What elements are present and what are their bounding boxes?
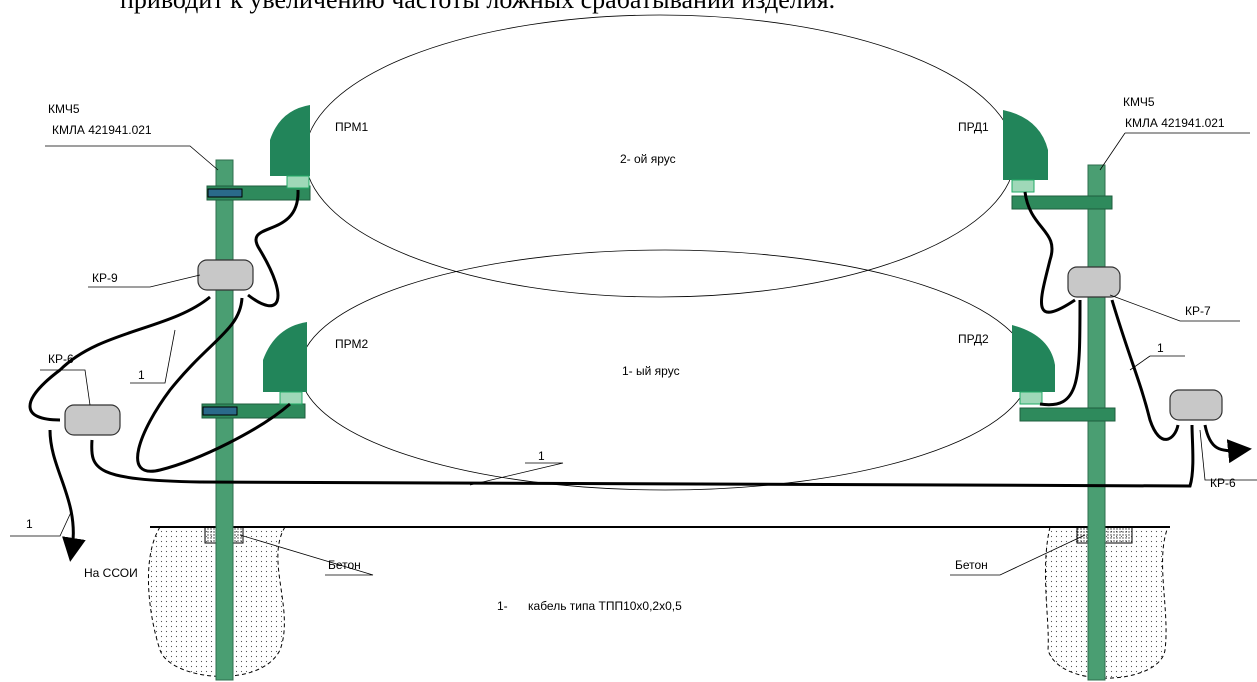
antenna-mount: [286, 175, 310, 189]
antenna: [1003, 110, 1048, 180]
pole: [1087, 164, 1106, 681]
tier-label: 2- ой ярус: [620, 152, 676, 166]
cable-mark: 1: [1157, 341, 1164, 355]
junction-box: [1169, 389, 1223, 421]
box-label: КР-6: [1210, 476, 1236, 490]
transmitter-label: ПРД1: [958, 120, 989, 134]
clamp: [202, 406, 238, 416]
antenna: [263, 322, 307, 392]
cable: [28, 295, 211, 422]
antenna: [270, 105, 310, 176]
cable: [1110, 299, 1180, 441]
concrete-label: Бетон: [328, 558, 361, 572]
antenna-mount: [1019, 391, 1043, 405]
foundation: [1044, 526, 1169, 679]
leader: [10, 509, 73, 537]
cable: [136, 297, 291, 473]
junction-box: [64, 404, 121, 436]
cable: [48, 429, 86, 562]
kit-label: КМЧ5: [48, 102, 80, 116]
transmitter-label: ПРД2: [958, 332, 989, 346]
leader: [239, 534, 374, 576]
receiver-label: ПРМ2: [335, 337, 368, 351]
bracket: [1011, 195, 1113, 210]
leader: [1109, 294, 1240, 322]
cable: [1023, 191, 1076, 314]
cable: [247, 189, 300, 308]
bracket: [1019, 407, 1116, 422]
antenna: [1012, 325, 1055, 392]
header-text: приводит к увеличению частоты ложных сра…: [120, 0, 835, 14]
junction-box: [197, 259, 254, 291]
receiver-label: ПРМ1: [335, 120, 368, 134]
leader: [1199, 429, 1257, 481]
code-label: КМЛА 421941.021: [1125, 116, 1225, 130]
cable: [1203, 424, 1252, 464]
box-label: КР-6: [48, 352, 74, 366]
output-label: На ССОИ: [84, 566, 138, 580]
leader: [1099, 132, 1250, 171]
leader: [130, 329, 176, 384]
legend-text: кабель типа ТПП10х0,2х0,5: [528, 599, 682, 613]
clamp: [207, 188, 243, 198]
leader: [45, 145, 219, 171]
antenna-mount: [279, 391, 303, 405]
box-label: КР-9: [92, 271, 118, 285]
tier-label: 1- ый ярус: [622, 364, 680, 378]
legend-number: 1-: [497, 599, 508, 613]
kit-label: КМЧ5: [1123, 95, 1155, 109]
leader: [88, 274, 201, 288]
cable: [90, 424, 1195, 488]
junction-box: [1067, 266, 1121, 298]
box-label: КР-7: [1185, 304, 1211, 318]
leader: [40, 369, 91, 406]
cable: [1039, 299, 1082, 407]
cable-mark: 1: [26, 517, 33, 531]
antenna-mount: [1011, 179, 1035, 193]
pole: [215, 159, 234, 681]
cable-mark: 1: [538, 449, 545, 463]
leader: [950, 534, 1086, 576]
cable-mark: 1: [138, 368, 145, 382]
code-label: КМЛА 421941.021: [52, 123, 152, 137]
leader: [469, 462, 564, 486]
leader: [1129, 355, 1185, 371]
concrete-label: Бетон: [955, 558, 988, 572]
